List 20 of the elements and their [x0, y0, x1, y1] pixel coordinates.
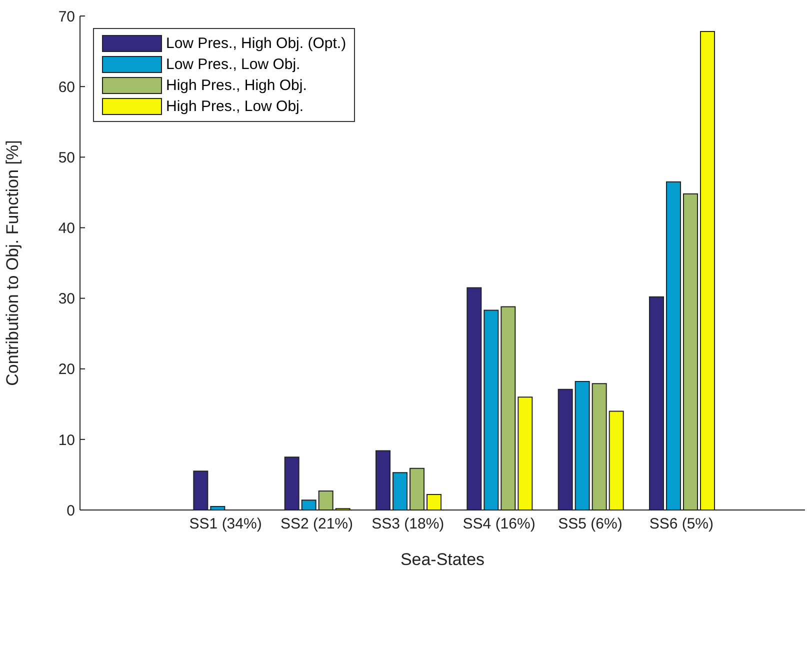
legend-label: High Pres., High Obj. — [166, 77, 307, 94]
y-tick-label: 60 — [58, 78, 75, 96]
y-tick-label: 50 — [58, 149, 75, 166]
x-tick-label: SS5 (6%) — [558, 516, 622, 533]
y-tick-label: 40 — [58, 220, 75, 238]
y-tick-label: 20 — [58, 361, 75, 378]
y-tick-label: 70 — [58, 8, 75, 26]
y-tick-label: 0 — [66, 502, 75, 520]
y-tick-label: 10 — [58, 432, 75, 449]
x-tick-label: SS3 (18%) — [372, 516, 444, 533]
x-axis-title: Sea-States — [400, 550, 485, 569]
y-tick-label: 30 — [58, 290, 75, 308]
y-axis-title: Contribution to Obj. Function [%] — [3, 140, 22, 386]
x-tick-label: SS4 (16%) — [462, 516, 536, 533]
x-tick-label: SS1 (34%) — [189, 516, 262, 533]
x-tick-label: SS6 (5%) — [649, 516, 714, 533]
legend-label: High Pres., Low Obj. — [166, 98, 304, 115]
legend-label: Low Pres., Low Obj. — [166, 56, 300, 73]
x-tick-label: SS2 (21%) — [280, 516, 354, 533]
legend-label: Low Pres., High Obj. (Opt.) — [166, 35, 346, 52]
